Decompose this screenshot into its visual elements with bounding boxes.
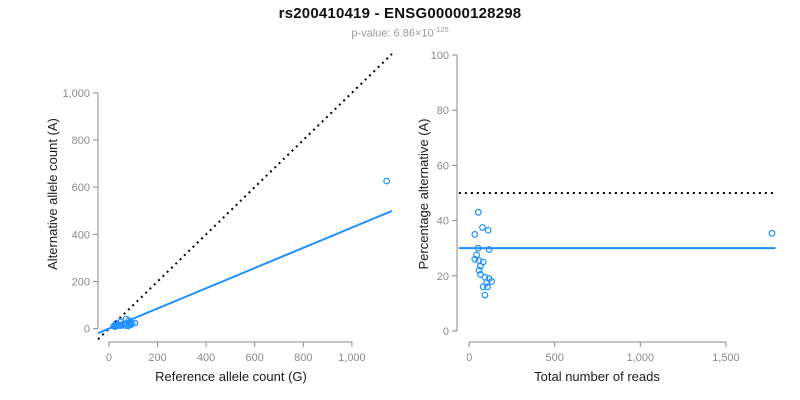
data-point <box>488 277 495 285</box>
y-tick-label: 1,000 <box>62 88 90 100</box>
data-point <box>479 283 487 291</box>
y-tick-label: 40 <box>437 216 449 228</box>
y-tick-label: 20 <box>437 271 449 283</box>
data-point <box>484 283 491 291</box>
data-point <box>124 322 132 330</box>
data-point <box>471 255 479 263</box>
y-axis-title: Percentage alternative (A) <box>416 118 431 269</box>
pvalue-value: 6.86×10 <box>393 27 434 40</box>
y-tick-label: 600 <box>72 182 90 194</box>
y-tick-label: 200 <box>72 277 90 289</box>
data-point <box>474 208 482 216</box>
data-point <box>383 177 391 185</box>
data-point <box>477 262 484 270</box>
data-point <box>485 246 493 253</box>
identity-line <box>97 53 393 341</box>
pvalue-exponent: -125 <box>433 25 449 34</box>
x-tick-label: 500 <box>546 352 564 364</box>
figure-subtitle: p-value: 6.86×10-125 <box>0 25 800 40</box>
y-tick-label: 100 <box>431 50 449 62</box>
x-tick-label: 0 <box>466 352 472 364</box>
x-tick-label: 600 <box>246 352 264 364</box>
x-tick-label: 200 <box>148 352 166 364</box>
y-tick-label: 0 <box>443 326 449 338</box>
data-point <box>484 226 492 234</box>
percentage-alternative-scatter: 0 500 1,000 1,500 0 20 40 60 80 100 Total number o… <box>416 50 776 384</box>
x-axis-title: Reference allele count (G) <box>155 369 307 384</box>
x-axis-title: Total number of reads <box>534 369 660 384</box>
y-tick-label: 60 <box>437 160 449 172</box>
y-tick-label: 0 <box>84 324 90 336</box>
data-point <box>475 266 483 274</box>
data-point <box>473 251 480 259</box>
y-axis-title: Alternative allele count (A) <box>45 118 60 270</box>
x-tick-label: 0 <box>106 352 112 364</box>
data-point <box>471 230 479 238</box>
y-tick-label: 800 <box>72 135 90 147</box>
pvalue-label: p-value: <box>351 27 394 40</box>
x-tick-label: 800 <box>294 352 312 364</box>
fit-line <box>97 209 393 335</box>
data-point <box>768 229 776 237</box>
x-tick-label: 1,000 <box>627 352 655 364</box>
data-point <box>481 291 489 299</box>
x-tick-label: 400 <box>197 352 215 364</box>
data-point <box>479 224 486 231</box>
x-tick-label: 1,500 <box>712 352 740 364</box>
y-tick-label: 400 <box>72 229 90 241</box>
data-point <box>474 244 482 252</box>
allele-count-scatter: 0 200 400 600 800 1,000 0 200 400 600 800 1,000 Refe… <box>45 53 393 384</box>
figure-title: rs200410419 - ENSG00000128298 <box>278 5 522 22</box>
x-tick-label: 1,000 <box>338 352 366 364</box>
y-tick-label: 80 <box>437 105 449 117</box>
data-point <box>131 319 139 327</box>
